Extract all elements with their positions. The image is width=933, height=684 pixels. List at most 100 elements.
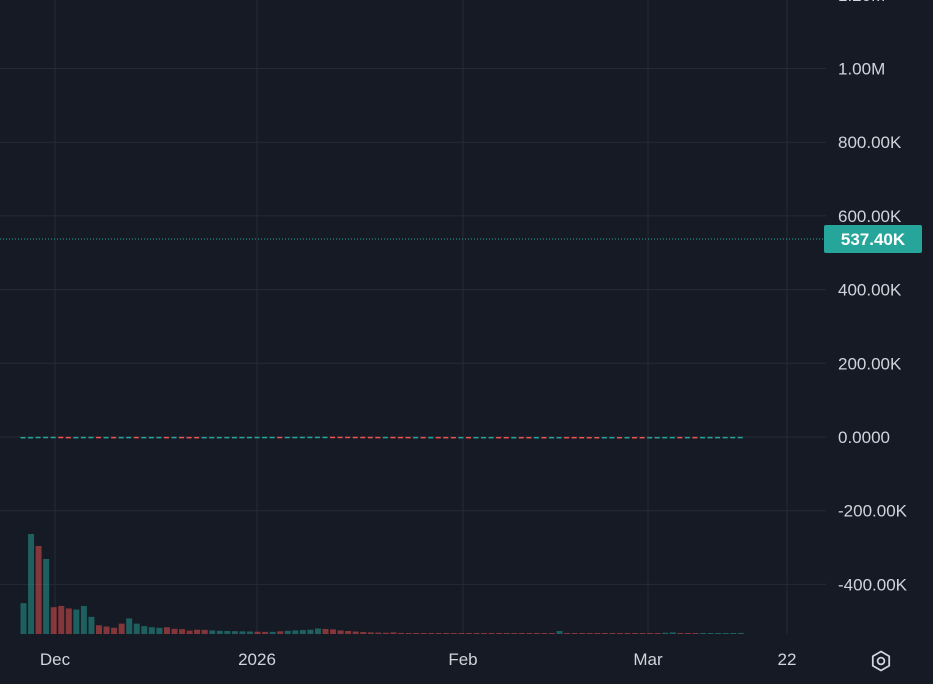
candle: [715, 436, 721, 439]
volume-bar: [307, 629, 314, 634]
volume-bar: [103, 626, 110, 634]
volume-bar: [496, 633, 503, 634]
candle-body: [496, 436, 502, 439]
candle: [209, 436, 215, 439]
volume-bar: [345, 630, 352, 634]
candle: [88, 436, 94, 439]
candle: [390, 436, 396, 439]
candle: [564, 436, 570, 439]
candle-body: [616, 436, 622, 439]
candle: [292, 436, 298, 439]
volume-bar: [443, 633, 450, 634]
candle-body: [360, 436, 366, 439]
last-price-tag-bg: [824, 224, 922, 253]
candle: [405, 436, 411, 439]
price-tick-label: 200.00K: [838, 354, 902, 373]
candle-body: [609, 436, 615, 439]
candle: [345, 436, 351, 439]
volume-bar: [292, 630, 299, 634]
candle-body: [639, 436, 645, 439]
volume-bar: [254, 631, 261, 634]
candle: [262, 436, 268, 439]
volume-bar: [405, 633, 412, 634]
volume-bar: [737, 632, 744, 634]
volume-bar: [148, 627, 155, 634]
volume-bar: [677, 633, 684, 634]
candle: [420, 436, 426, 439]
candle: [722, 436, 728, 439]
candle: [231, 436, 237, 439]
price-tick-label: 800.00K: [838, 133, 902, 152]
volume-bar: [616, 633, 623, 634]
price-axis[interactable]: 1.20M 1.00M 800.00K 600.00K 400.00K 200.00K 0.…: [838, 0, 908, 594]
candle-body: [428, 436, 434, 439]
volume-bar: [450, 633, 457, 634]
volume-bar: [458, 633, 465, 634]
volume-bar: [156, 627, 163, 634]
candle-body: [141, 436, 147, 439]
volume-bar: [481, 633, 488, 634]
candle: [163, 436, 169, 439]
candle-body: [375, 436, 381, 439]
volume-bar: [390, 632, 397, 634]
volume-bar: [526, 633, 533, 634]
volume-bar: [88, 616, 95, 634]
volume-bar: [465, 633, 472, 634]
volume-bars: [20, 534, 744, 634]
candle-body: [435, 436, 441, 439]
chart-settings-button[interactable]: [866, 646, 896, 676]
volume-bar: [586, 633, 593, 634]
candle: [284, 436, 290, 439]
candle-body: [367, 436, 373, 439]
volume-bar: [179, 629, 186, 634]
candles: [20, 436, 743, 439]
price-tick-label: 1.20M: [838, 0, 885, 5]
candle: [481, 436, 487, 439]
volume-bar: [533, 633, 540, 634]
candle-body: [337, 436, 343, 439]
candle: [126, 436, 132, 439]
candle: [201, 436, 207, 439]
candle-body: [662, 436, 668, 439]
volume-bar: [722, 633, 729, 634]
volume-bar: [284, 630, 291, 634]
volume-bar: [231, 631, 238, 634]
time-axis[interactable]: Dec 2026 Feb Mar 22: [40, 650, 797, 669]
candle: [337, 436, 343, 439]
volume-bar: [594, 633, 601, 634]
candle-body: [526, 436, 532, 439]
candle: [148, 436, 154, 439]
candle: [662, 436, 668, 439]
candle-body: [80, 436, 86, 439]
candle: [730, 436, 736, 439]
volume-bar: [700, 633, 706, 634]
volume-bar: [541, 633, 548, 634]
candle: [118, 436, 124, 439]
candle: [28, 436, 34, 439]
candle-body: [503, 436, 509, 439]
candle: [43, 436, 49, 439]
candle-body: [20, 436, 26, 439]
candle-body: [43, 436, 49, 439]
candle-body: [647, 436, 653, 439]
candle-body: [465, 436, 471, 439]
candle: [398, 436, 403, 439]
volume-bar: [503, 633, 510, 634]
candle-body: [247, 436, 252, 439]
candle-body: [533, 436, 539, 439]
candle: [579, 436, 585, 439]
candle-body: [654, 436, 660, 439]
candle-body: [390, 436, 396, 439]
candle: [58, 436, 64, 439]
candle: [171, 436, 177, 439]
candle: [103, 436, 109, 439]
volume-bar: [96, 625, 102, 634]
volume-bar: [420, 633, 427, 634]
volume-bar: [669, 632, 676, 634]
volume-bar: [473, 633, 480, 634]
grid-layer: [0, 0, 826, 634]
candle: [616, 436, 622, 439]
candle: [254, 436, 260, 439]
candle-body: [292, 436, 298, 439]
